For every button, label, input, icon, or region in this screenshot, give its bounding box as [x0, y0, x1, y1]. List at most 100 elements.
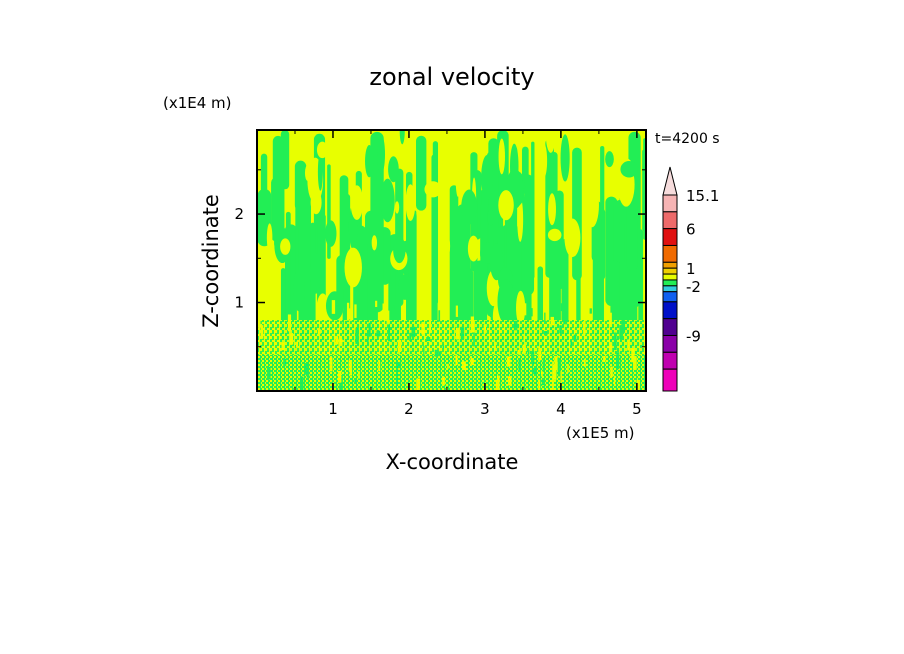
velocity-cell: [396, 366, 399, 385]
x-tick-label: 3: [480, 400, 490, 418]
colorbar-extend-arrow: [662, 166, 678, 196]
y-tick-label: 1: [234, 294, 244, 312]
plot-frame: [256, 129, 647, 392]
colorbar-bin: [662, 318, 678, 336]
velocity-cell: [338, 338, 343, 346]
colorbar-bin: [662, 194, 678, 213]
velocity-patch: [406, 130, 415, 140]
velocity-patch: [487, 208, 495, 226]
velocity-cell: [347, 308, 351, 320]
velocity-plume: [370, 131, 384, 313]
colorbar-label: 15.1: [686, 187, 719, 205]
velocity-cell: [557, 357, 560, 362]
colorbar-label: 1: [686, 260, 696, 278]
velocity-patch: [405, 184, 416, 222]
velocity-cell: [553, 364, 557, 380]
velocity-patch: [467, 235, 480, 262]
time-label: t=4200 s: [655, 131, 720, 147]
velocity-plume: [416, 135, 427, 211]
velocity-cell: [354, 304, 357, 318]
velocity-cell: [483, 324, 486, 334]
velocity-cell: [470, 316, 475, 333]
velocity-patch: [317, 153, 323, 191]
velocity-cell: [300, 376, 304, 391]
velocity-patch: [445, 236, 451, 256]
velocity-patch: [481, 155, 494, 200]
velocity-cell: [518, 358, 521, 371]
velocity-patch: [516, 290, 526, 326]
velocity-cell: [506, 356, 511, 367]
velocity-patch: [424, 181, 442, 198]
velocity-patch: [548, 193, 556, 226]
velocity-cell: [260, 325, 264, 339]
velocity-patch: [293, 269, 305, 312]
velocity-cell: [388, 323, 391, 342]
x-unit-label: (x1E5 m): [566, 424, 635, 442]
velocity-cell: [567, 364, 569, 373]
velocity-cell: [560, 303, 563, 312]
velocity-patch: [310, 190, 322, 215]
velocity-cell: [397, 339, 402, 352]
colorbar-label: 6: [686, 221, 696, 239]
velocity-plume: [626, 202, 638, 271]
velocity-cell: [460, 326, 465, 339]
velocity-cell: [560, 371, 562, 385]
velocity-patch: [545, 130, 556, 153]
velocity-patch: [517, 197, 524, 242]
velocity-patch: [584, 182, 599, 228]
colorbar-bin: [662, 261, 678, 269]
velocity-cell: [257, 313, 261, 328]
velocity-cell: [470, 358, 474, 366]
velocity-cell: [409, 332, 412, 341]
velocity-cell: [621, 320, 625, 333]
velocity-patch: [316, 141, 328, 159]
velocity-cell: [455, 327, 460, 340]
velocity-patch: [266, 223, 273, 252]
velocity-cell: [457, 300, 460, 317]
velocity-cell: [552, 377, 554, 391]
colorbar-bin: [662, 267, 678, 275]
velocity-plume: [298, 169, 311, 369]
velocity-cell: [455, 305, 459, 317]
colorbar-bin: [662, 228, 678, 246]
velocity-patch: [498, 138, 505, 175]
velocity-cell: [462, 361, 467, 371]
velocity-cell: [527, 350, 530, 355]
velocity-patch: [547, 228, 562, 242]
velocity-cell: [589, 308, 592, 314]
velocity-patch: [560, 134, 570, 182]
velocity-cell: [541, 379, 545, 386]
x-tick-label: 2: [404, 400, 414, 418]
velocity-cell: [531, 351, 535, 365]
velocity-cell: [423, 345, 425, 357]
velocity-cell: [317, 329, 321, 334]
velocity-cell: [550, 316, 554, 326]
velocity-cell: [429, 318, 432, 334]
velocity-cell: [442, 376, 445, 386]
velocity-cell: [375, 300, 378, 307]
velocity-cell: [281, 342, 285, 351]
colorbar-bin: [662, 211, 678, 230]
velocity-patch: [280, 238, 291, 255]
velocity-cell: [613, 375, 616, 385]
velocity-cell: [331, 300, 336, 314]
velocity-cell: [513, 320, 518, 331]
velocity-cell: [542, 357, 544, 372]
velocity-cell: [358, 371, 360, 379]
velocity-patch: [497, 278, 515, 325]
velocity-patch: [371, 235, 378, 251]
velocity-patch: [380, 178, 395, 223]
velocity-cell: [376, 330, 381, 337]
velocity-patch: [398, 273, 412, 300]
velocity-patch: [498, 190, 514, 221]
x-tick-label: 1: [328, 400, 338, 418]
velocity-cell: [609, 312, 612, 327]
velocity-patch: [365, 144, 374, 178]
velocity-cell: [573, 334, 577, 342]
colorbar-bin: [662, 351, 678, 370]
velocity-patch: [264, 130, 270, 153]
velocity-patch: [620, 161, 638, 178]
velocity-patch: [344, 247, 362, 288]
velocity-cell: [267, 366, 271, 380]
